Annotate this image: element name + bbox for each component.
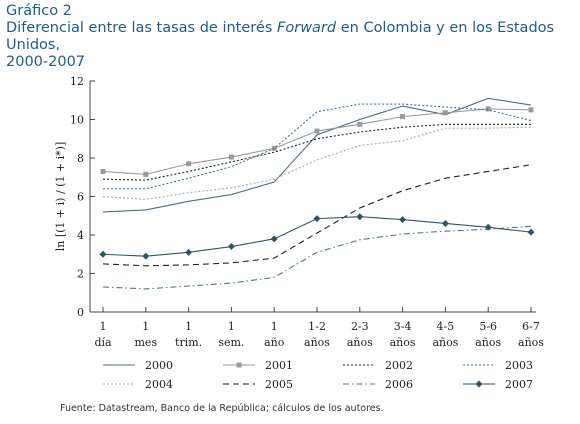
x-tick-label-unit: años xyxy=(304,336,330,349)
x-tick-label: 1 xyxy=(100,320,107,333)
x-tick-label-unit: trim. xyxy=(175,336,202,349)
x-tick-label-unit: años xyxy=(475,336,501,349)
y-tick-label: 0 xyxy=(77,306,84,319)
series-line-2006 xyxy=(102,225,532,290)
y-axis-label: ln [(1 + i) / (1 + i*)] xyxy=(54,142,67,252)
x-tick-label: 1 xyxy=(271,320,278,333)
x-tick-label-unit: sem. xyxy=(218,336,244,349)
x-tick-label-unit: mes xyxy=(135,336,158,349)
data-point xyxy=(270,235,278,243)
title-part1: Diferencial entre las tasas de interés xyxy=(6,20,278,36)
data-point xyxy=(356,213,364,221)
data-point xyxy=(527,228,535,236)
data-point xyxy=(228,154,234,160)
figure-label: Gráfico 2 xyxy=(6,3,72,19)
data-point xyxy=(142,252,150,260)
legend-label-2005: 2005 xyxy=(265,378,293,391)
data-point xyxy=(236,362,242,368)
source-note: Fuente: Datastream, Banco de la Repúblic… xyxy=(60,403,384,414)
legend-label-2002: 2002 xyxy=(385,359,413,372)
data-point xyxy=(528,107,534,113)
series-line-2001 xyxy=(102,108,532,175)
x-tick-label: 1 xyxy=(228,320,235,333)
data-point xyxy=(314,128,320,134)
data-point xyxy=(357,121,363,127)
x-tick-label: 3-4 xyxy=(394,320,412,333)
x-tick-label-unit: años xyxy=(390,336,416,349)
legend-label-2001: 2001 xyxy=(265,359,293,372)
data-point xyxy=(143,171,149,177)
x-tick-label-unit: día xyxy=(94,336,112,349)
x-tick-label: 6-7 xyxy=(522,320,540,333)
title-part2: en Colombia y en los Estados Unidos, xyxy=(6,20,555,53)
series-line-2005 xyxy=(102,164,532,267)
legend-label-2004: 2004 xyxy=(145,378,173,391)
legend-label-2000: 2000 xyxy=(145,359,173,372)
data-point xyxy=(485,106,491,112)
data-point xyxy=(475,380,483,388)
x-tick-label: 5-6 xyxy=(479,320,497,333)
legend-label-2006: 2006 xyxy=(385,378,413,391)
series-line-2003 xyxy=(103,103,532,190)
data-point xyxy=(399,216,407,224)
legend-label-2003: 2003 xyxy=(505,359,533,372)
data-point xyxy=(100,168,106,174)
x-tick-label: 1 xyxy=(142,320,149,333)
x-tick-label: 1-2 xyxy=(308,320,326,333)
data-point xyxy=(442,110,448,116)
data-point xyxy=(186,161,192,167)
chart-title-block: Gráfico 2 Diferencial entre las tasas de… xyxy=(6,3,576,71)
chart-title: Diferencial entre las tasas de interés F… xyxy=(6,20,576,54)
data-point xyxy=(400,114,406,120)
data-point xyxy=(185,248,193,256)
x-tick-label-unit: año xyxy=(264,336,285,349)
series-line-2007 xyxy=(102,216,532,257)
data-point xyxy=(441,219,449,227)
series-line-2004 xyxy=(102,126,532,200)
y-tick-label: 8 xyxy=(77,152,84,165)
x-tick-label: 1 xyxy=(185,320,192,333)
data-point xyxy=(313,215,321,223)
data-point xyxy=(99,250,107,258)
y-tick-label: 10 xyxy=(70,114,84,127)
y-tick-label: 12 xyxy=(70,75,84,88)
data-point xyxy=(227,243,235,251)
title-italic: Forward xyxy=(277,20,337,36)
y-tick-label: 4 xyxy=(77,229,84,242)
title-years: 2000-2007 xyxy=(6,54,86,70)
x-tick-label: 2-3 xyxy=(351,320,369,333)
x-tick-label-unit: años xyxy=(518,336,544,349)
y-tick-label: 6 xyxy=(77,191,84,204)
data-point xyxy=(484,223,492,231)
x-tick-label: 4-5 xyxy=(437,320,455,333)
series-line-2000 xyxy=(102,97,532,213)
y-tick-label: 2 xyxy=(77,268,84,281)
x-tick-label-unit: años xyxy=(432,336,458,349)
x-tick-label-unit: años xyxy=(347,336,373,349)
legend-label-2007: 2007 xyxy=(505,378,533,391)
